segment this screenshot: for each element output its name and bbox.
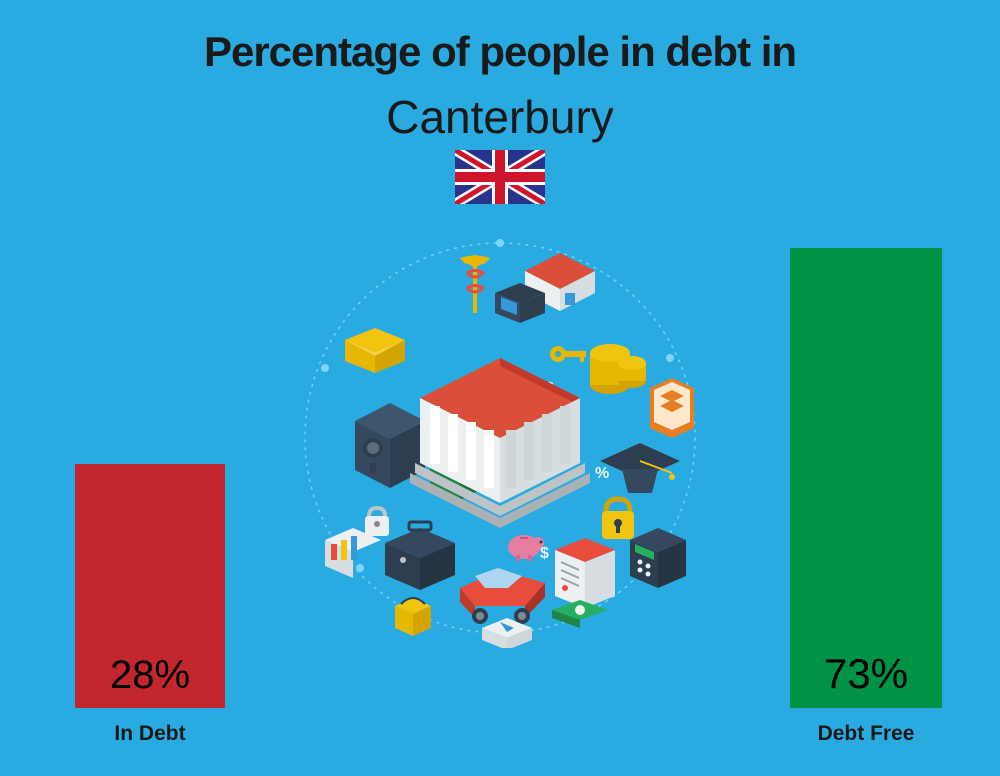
uk-flag-icon (455, 150, 545, 204)
bar-in_debt: 28% (75, 464, 225, 708)
bar-debt_free: 73% (790, 248, 942, 708)
finance-illustration: $ $ % % % (290, 228, 710, 648)
bar-value-debt_free: 73% (790, 650, 942, 698)
title-line2: Canterbury (0, 90, 1000, 144)
bar-label-debt_free: Debt Free (770, 722, 962, 746)
bar-value-in_debt: 28% (75, 653, 225, 698)
bar-label-in_debt: In Debt (55, 722, 245, 746)
svg-text:%: % (595, 465, 609, 482)
title-line1: Percentage of people in debt in (0, 28, 1000, 76)
